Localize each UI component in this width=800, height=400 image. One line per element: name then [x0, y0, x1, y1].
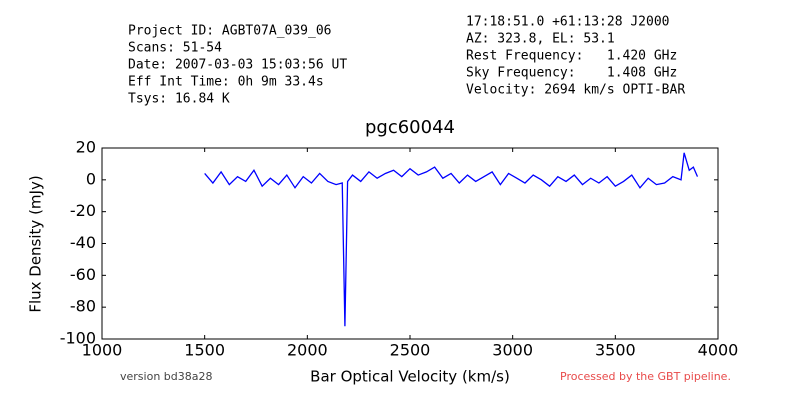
y-tick-label: 0 [86, 169, 96, 188]
chart-title: pgc60044 [365, 117, 455, 138]
info-line: AZ: 323.8, EL: 53.1 [466, 32, 615, 47]
x-tick-label: 2500 [390, 341, 431, 360]
info-line: Velocity: 2694 km/s OPTI-BAR [466, 83, 685, 98]
x-axis-label: Bar Optical Velocity (km/s) [310, 368, 510, 386]
info-line: 17:18:51.0 +61:13:28 J2000 [466, 15, 670, 30]
y-axis-label: Flux Density (mJy) [27, 175, 45, 312]
info-line: Date: 2007-03-03 15:03:56 UT [128, 58, 347, 73]
info-line: Eff Int Time: 0h 9m 33.4s [128, 75, 324, 90]
info-line: Rest Frequency: 1.420 GHz [466, 49, 677, 64]
x-tick-label: 1000 [82, 341, 123, 360]
y-tick-label: -20 [70, 201, 96, 220]
info-line: Scans: 51-54 [128, 41, 222, 56]
y-tick-label: 20 [76, 138, 96, 157]
x-tick-label: 4000 [698, 341, 739, 360]
y-tick-label: -100 [60, 329, 96, 348]
version-note: version bd38a28 [120, 370, 213, 383]
y-tick-label: -40 [70, 233, 96, 252]
y-tick-label: -60 [70, 265, 96, 284]
x-tick-label: 1500 [184, 341, 225, 360]
y-tick-label: -80 [70, 297, 96, 316]
x-tick-label: 2000 [287, 341, 328, 360]
spectrum-line [204, 152, 699, 327]
info-line: Tsys: 16.84 K [128, 92, 230, 107]
x-tick-label: 3000 [492, 341, 533, 360]
pipeline-note: Processed by the GBT pipeline. [560, 370, 731, 383]
info-line: Project ID: AGBT07A_039_06 [128, 24, 332, 39]
x-tick-label: 3500 [595, 341, 636, 360]
info-line: Sky Frequency: 1.408 GHz [466, 66, 677, 81]
